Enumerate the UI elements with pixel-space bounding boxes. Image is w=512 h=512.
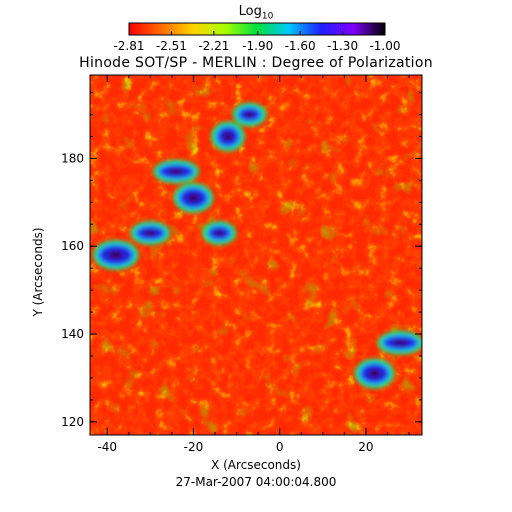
colorbar-bar [128,22,386,36]
y-tick-label: 160 [61,239,84,253]
colorbar-tick-label: -2.51 [156,39,187,53]
high-polarization-region [202,221,237,246]
colorbar: -2.81 -2.51 -2.21 -1.90 -1.60 -1.30 -1.00 [113,22,401,53]
colorbar-tick-label: -2.81 [113,39,144,53]
high-polarization-region [210,121,245,152]
y-tick-label: 120 [61,415,84,429]
high-polarization-region [130,221,171,246]
colorbar-tick-label: -1.60 [285,39,316,53]
high-polarization-region [92,240,139,270]
colorbar-title: Log10 [238,4,274,22]
x-tick-label: 20 [358,440,373,454]
x-tick-label: -20 [184,440,204,454]
plot-frame [89,74,423,436]
y-axis-label: Y (Arcseconds) [31,227,45,317]
observation-timestamp: 27-Mar-2007 04:00:04.800 [175,475,337,489]
colorbar-tick-label: -2.21 [198,39,229,53]
y-tick-label: 180 [61,151,84,165]
high-polarization-region [377,330,422,355]
y-tick-label: 140 [61,327,84,341]
colorbar-tick-label: -1.90 [242,39,273,53]
chart-title: Hinode SOT/SP - MERLIN : Degree of Polar… [79,55,433,71]
colorbar-tick-label: -1.30 [327,39,358,53]
x-axis-label: X (Arcseconds) [211,458,301,472]
colorbar-tick-label: -1.00 [369,39,400,53]
high-polarization-region [232,102,267,127]
high-polarization-region [153,159,200,184]
x-tick-label: 0 [276,440,284,454]
high-polarization-region [173,182,214,213]
x-tick-label: -40 [97,440,117,454]
high-polarization-region [354,358,395,389]
heatmap-image [90,75,422,435]
